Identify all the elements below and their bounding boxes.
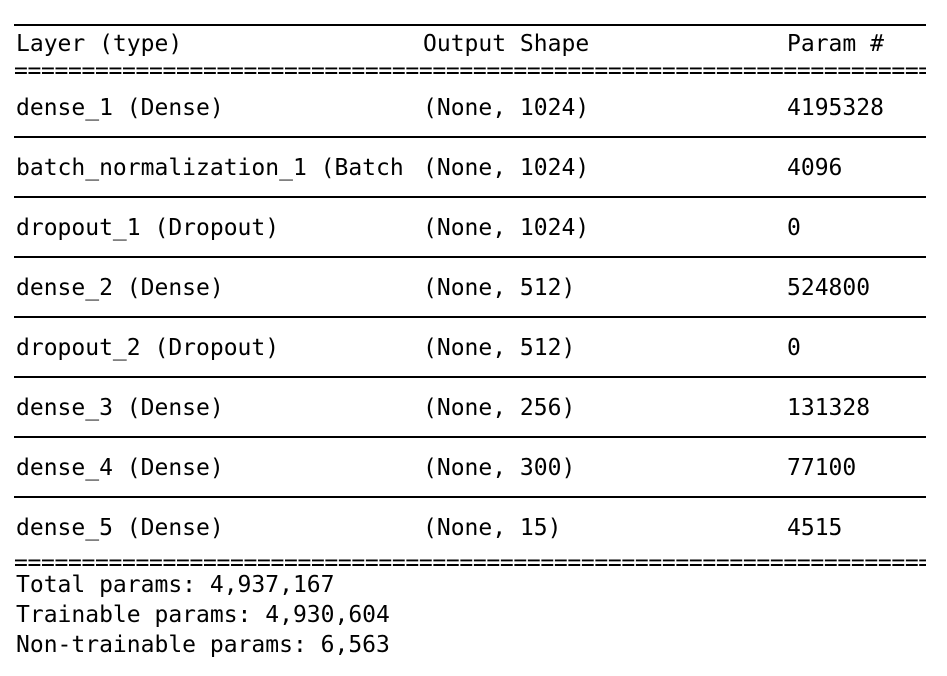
header-output-shape: Output Shape xyxy=(423,31,590,57)
layer-name: dropout_1 (Dropout) xyxy=(16,215,280,241)
layer-name: dense_4 (Dense) xyxy=(16,455,224,481)
param-count: 4195328 xyxy=(787,95,884,121)
param-count: 4096 xyxy=(787,155,843,181)
output-shape: (None, 15) xyxy=(423,515,562,541)
row-divider xyxy=(14,256,926,258)
table-row: dense_1 (Dense) (None, 1024) 4195328 xyxy=(14,78,926,136)
layer-name: dense_2 (Dense) xyxy=(16,275,224,301)
param-count: 131328 xyxy=(787,395,871,421)
header-param: Param # xyxy=(787,31,884,57)
layer-name: dense_1 (Dense) xyxy=(16,95,224,121)
table-row: dense_3 (Dense) (None, 256) 131328 xyxy=(14,378,926,436)
table-row: dense_5 (Dense) (None, 15) 4515 xyxy=(14,498,926,556)
output-shape: (None, 1024) xyxy=(423,95,590,121)
param-count: 0 xyxy=(787,215,801,241)
layer-name: dense_3 (Dense) xyxy=(16,395,224,421)
param-count: 0 xyxy=(787,335,801,361)
output-shape: (None, 300) xyxy=(423,455,576,481)
table-row: dropout_1 (Dropout) (None, 1024) 0 xyxy=(14,198,926,256)
table-row: dropout_2 (Dropout) (None, 512) 0 xyxy=(14,318,926,376)
double-separator: ========================================… xyxy=(14,64,926,78)
layer-name: dense_5 (Dense) xyxy=(16,515,224,541)
table-row: batch_normalization_1 (Batch (None, 1024… xyxy=(14,138,926,196)
total-params: Total params: 4,937,167 xyxy=(16,572,335,598)
totals-block: Total params: 4,937,167 Trainable params… xyxy=(14,570,926,660)
output-shape: (None, 256) xyxy=(423,395,576,421)
row-divider xyxy=(14,376,926,378)
row-divider xyxy=(14,316,926,318)
header-layer: Layer (type) xyxy=(16,31,183,57)
param-count: 77100 xyxy=(787,455,857,481)
non-trainable-params: Non-trainable params: 6,563 xyxy=(16,632,390,658)
output-shape: (None, 512) xyxy=(423,275,576,301)
header-row: Layer (type) Output Shape Param # xyxy=(14,26,926,64)
double-separator: ========================================… xyxy=(14,556,926,570)
row-divider xyxy=(14,136,926,138)
output-shape: (None, 1024) xyxy=(423,215,590,241)
param-count: 524800 xyxy=(787,275,871,301)
model-summary: Layer (type) Output Shape Param # ======… xyxy=(14,24,926,660)
row-divider xyxy=(14,436,926,438)
trainable-params: Trainable params: 4,930,604 xyxy=(16,602,390,628)
top-rule xyxy=(14,24,926,26)
table-row: dense_4 (Dense) (None, 300) 77100 xyxy=(14,438,926,496)
table-row: dense_2 (Dense) (None, 512) 524800 xyxy=(14,258,926,316)
row-divider xyxy=(14,196,926,198)
row-divider xyxy=(14,496,926,498)
layer-name: batch_normalization_1 (Batch xyxy=(16,155,404,181)
layer-name: dropout_2 (Dropout) xyxy=(16,335,280,361)
output-shape: (None, 512) xyxy=(423,335,576,361)
output-shape: (None, 1024) xyxy=(423,155,590,181)
param-count: 4515 xyxy=(787,515,843,541)
